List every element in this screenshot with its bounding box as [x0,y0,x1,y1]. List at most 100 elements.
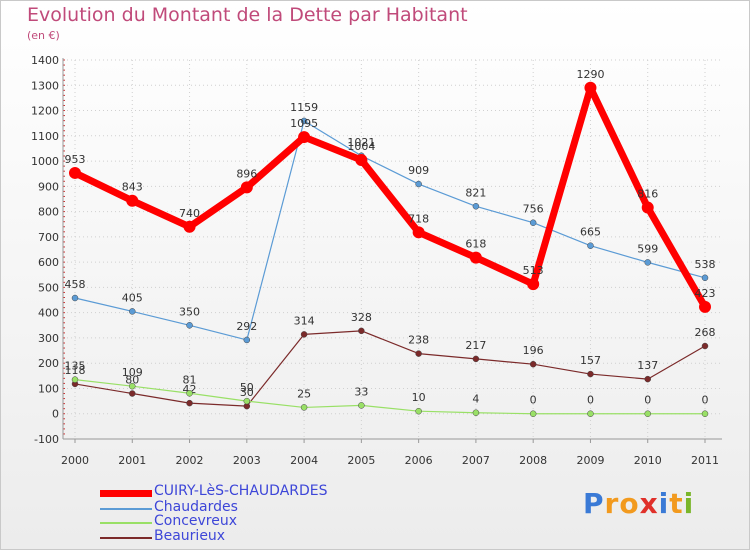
data-point [358,402,365,409]
data-label: 118 [65,364,86,377]
data-label: 1290 [576,68,604,81]
data-point [71,376,79,383]
y-tick-label: 400 [38,307,59,320]
data-point [699,300,711,313]
data-point [587,410,594,417]
data-label: 4 [472,393,479,406]
data-point [300,117,308,125]
data-point [300,331,308,338]
data-point [126,194,139,207]
data-label: 50 [240,381,254,394]
data-label: 238 [408,334,429,347]
data-point [186,399,193,407]
data-point [243,397,251,405]
data-label: 665 [580,226,601,239]
logo-letter: o [619,487,640,520]
y-tick-label: 700 [38,231,59,244]
legend-swatch [100,490,152,497]
data-point [243,336,251,344]
x-tick-label: 2007 [462,454,490,467]
legend-label: Beaurieux [154,528,226,544]
x-tick-label: 2006 [405,454,433,467]
legend-swatch [100,537,152,539]
data-point [701,274,709,282]
data-point [129,390,136,397]
y-tick-label: 0 [52,408,59,421]
x-tick-label: 2001 [118,454,146,467]
data-label: 157 [580,354,601,367]
legend-label: CUIRY-LèS-CHAUDARDES [154,483,328,499]
data-label: 292 [236,320,257,333]
y-tick-label: 1200 [31,105,59,118]
data-label: 1159 [290,101,318,114]
logo-letter: P [583,487,605,520]
data-point [472,355,480,363]
y-tick-label: 800 [38,206,59,219]
x-tick-label: 2011 [691,454,719,467]
data-label: 196 [523,344,544,357]
data-point [641,201,654,214]
data-label: 33 [354,385,368,398]
x-tick-label: 2008 [519,454,547,467]
y-tick-label: 100 [38,382,59,395]
data-point [701,410,709,417]
y-tick-label: 600 [38,256,59,269]
data-point [584,81,597,94]
data-label: 80 [125,374,139,387]
data-label: 0 [587,394,594,407]
data-point [587,242,594,249]
logo-letter: r [604,487,620,520]
data-label: 740 [179,207,200,220]
data-point [644,410,651,417]
data-point [472,409,480,416]
chart-subtitle: (en €) [27,29,60,42]
y-tick-label: 1000 [31,155,59,168]
data-label: 513 [523,264,544,277]
series-2: 135 109 81 50 25 33 10 4 0 0 0 0 [65,360,709,417]
y-tick-label: 500 [38,281,59,294]
data-label: 30 [240,386,254,399]
legend-swatch [100,522,152,524]
data-point [527,278,540,291]
data-label: 109 [122,366,143,379]
series-1: 458 405 350 292 1159 1021 909 821 756 665 599 538 [65,101,716,344]
data-label: 314 [294,314,315,327]
data-point [358,327,365,335]
data-label: 137 [637,359,658,372]
data-point [415,407,422,415]
y-tick-label: 1400 [31,54,59,67]
logo-letter: i [658,487,670,520]
data-label: 423 [695,287,716,300]
data-point [469,251,482,264]
data-label: 1095 [290,117,318,130]
series-line [71,84,709,311]
data-point [701,342,709,350]
data-label: 350 [179,305,200,318]
data-label: 0 [644,394,651,407]
series-line [74,379,706,415]
data-point [644,375,651,383]
y-tick-label: 1300 [31,79,59,92]
x-tick-label: 2003 [233,454,261,467]
data-point [298,131,311,144]
data-point [129,382,136,390]
data-label: 618 [465,238,486,251]
data-point [412,226,425,239]
logo-letter: t [669,487,684,520]
data-point [69,166,81,179]
data-point [415,350,422,357]
proxiti-logo: Proxiti [583,487,694,520]
data-label: 718 [408,212,429,225]
data-label: 268 [695,326,716,339]
data-label: 538 [695,258,716,271]
data-point [587,370,594,378]
series-0: 953 843 740 896 1095 1004 718 618 513 1290 816 423 [65,68,716,313]
data-point [186,390,193,397]
data-label: 81 [183,373,197,386]
y-tick-label: 300 [38,332,59,345]
data-label: 0 [530,394,537,407]
logo-letter: i [683,487,695,520]
data-label: 909 [408,164,429,177]
